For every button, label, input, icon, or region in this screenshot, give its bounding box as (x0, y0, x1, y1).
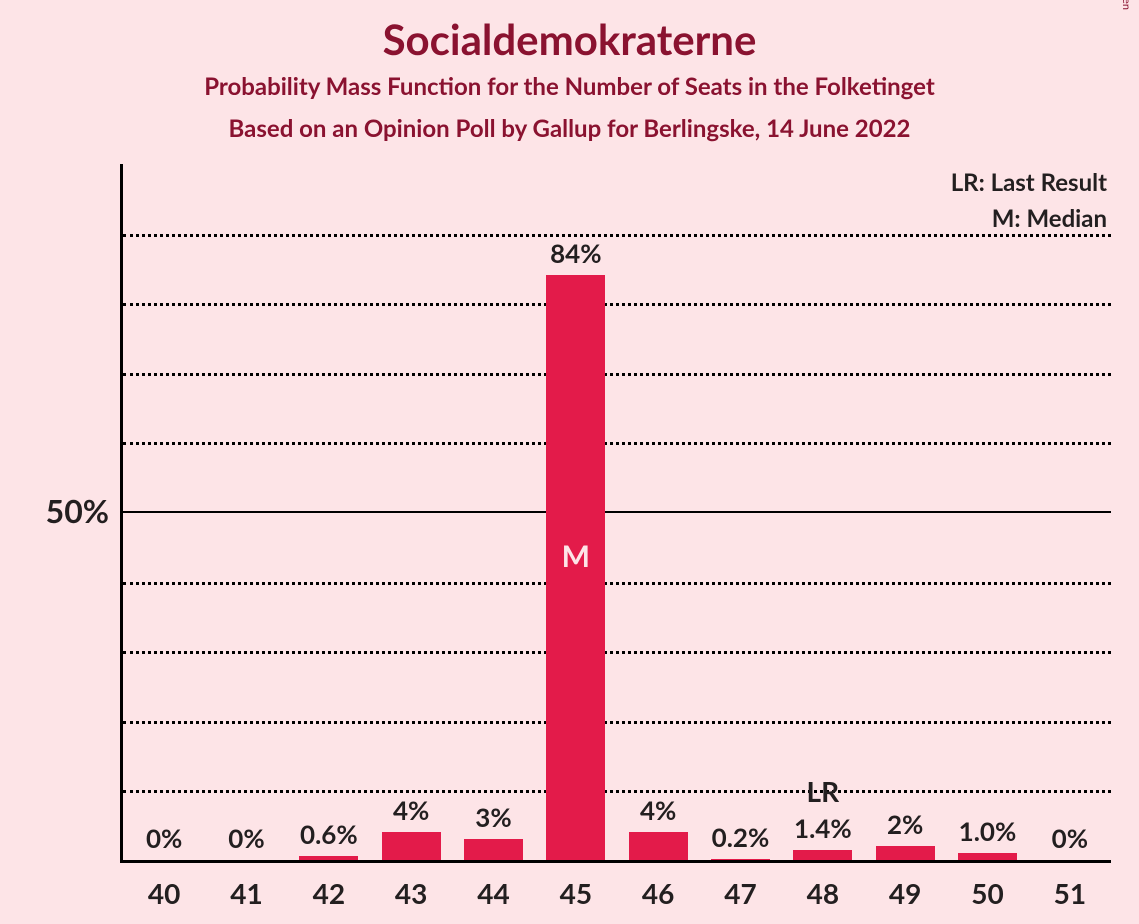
grid-line (123, 442, 1111, 445)
grid-line (123, 234, 1111, 237)
x-tick-label: 48 (807, 876, 839, 910)
x-tick-label: 41 (230, 876, 262, 910)
bar-value-label: 2% (887, 808, 923, 840)
y-axis (120, 164, 123, 863)
bar (958, 853, 1017, 860)
x-tick-label: 43 (395, 876, 427, 910)
grid-line (123, 651, 1111, 654)
x-tick-label: 40 (148, 876, 180, 910)
bar (382, 832, 441, 860)
bar-value-label: 4% (640, 794, 676, 826)
bar-value-label: 3% (475, 801, 511, 833)
x-tick-label: 45 (560, 876, 592, 910)
y-tick-label: 50% (0, 491, 109, 530)
median-marker: M (562, 538, 590, 574)
copyright-text: © 2022 Filip van Laenen (1120, 0, 1133, 10)
grid-line (123, 721, 1111, 724)
chart-subtitle-2: Based on an Opinion Poll by Gallup for B… (0, 114, 1139, 143)
bar-value-label: 4% (393, 794, 429, 826)
bar-value-label: 0% (146, 822, 182, 854)
grid-line (123, 582, 1111, 585)
x-tick-label: 47 (724, 876, 756, 910)
x-tick-label: 44 (477, 876, 509, 910)
lr-marker: LR (807, 774, 840, 808)
grid-line (123, 303, 1111, 306)
bar (793, 850, 852, 860)
legend-lr: LR: Last Result (951, 168, 1107, 197)
bar-value-label: 1.4% (794, 812, 852, 844)
bar-value-label: 1.0% (959, 815, 1017, 847)
x-tick-label: 51 (1054, 876, 1086, 910)
chart-subtitle-1: Probability Mass Function for the Number… (0, 72, 1139, 101)
grid-line-solid (123, 511, 1111, 513)
bar-value-label: 0% (1052, 822, 1088, 854)
grid-line (123, 373, 1111, 376)
bar (464, 839, 523, 860)
grid-line (123, 790, 1111, 793)
bar-value-label: 0% (228, 822, 264, 854)
chart-container: Socialdemokraterne Probability Mass Func… (0, 0, 1139, 924)
legend-m: M: Median (992, 204, 1107, 233)
bar-value-label: 84% (550, 237, 601, 269)
plot-area: 0%400%410.6%424%433%4484%M454%460.2%471.… (123, 164, 1111, 860)
bar-value-label: 0.2% (712, 821, 770, 853)
bar (629, 832, 688, 860)
chart-title: Socialdemokraterne (0, 14, 1139, 64)
x-tick-label: 46 (642, 876, 674, 910)
x-tick-label: 49 (889, 876, 921, 910)
bar (876, 846, 935, 860)
bar-value-label: 0.6% (300, 818, 358, 850)
x-tick-label: 50 (971, 876, 1003, 910)
x-axis (120, 860, 1111, 863)
x-tick-label: 42 (313, 876, 345, 910)
